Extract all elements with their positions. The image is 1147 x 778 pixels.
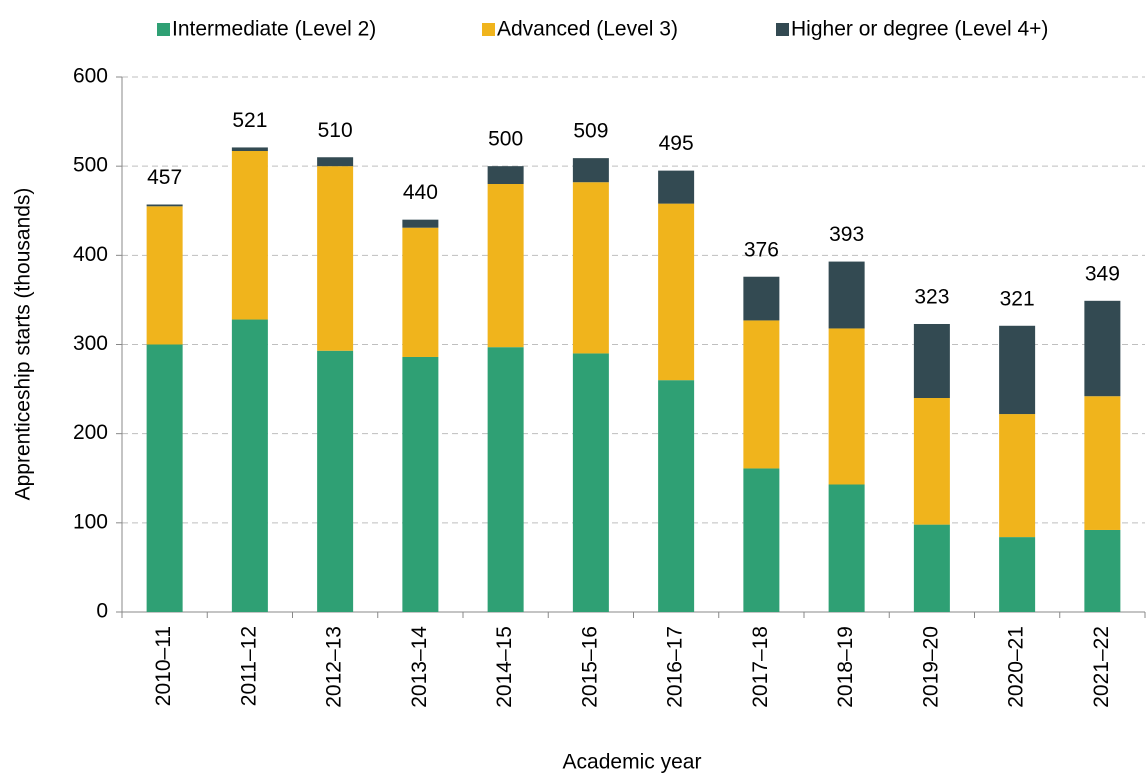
bar-segment (743, 276, 780, 321)
total-label: 393 (829, 223, 864, 246)
x-tick-label: 2011–12 (237, 626, 260, 706)
x-tick-label: 2012–13 (323, 626, 346, 708)
x-tick-label: 2016–17 (664, 626, 687, 708)
x-axis-title: Academic year (563, 751, 702, 774)
y-tick-label: 0 (96, 600, 108, 623)
bar-segment (231, 147, 268, 152)
bar-segment (317, 350, 354, 612)
y-tick-label: 400 (73, 243, 108, 266)
bar-segment (146, 206, 183, 345)
bar-segment (231, 151, 268, 320)
total-label: 457 (147, 166, 182, 189)
total-label: 509 (573, 120, 608, 143)
x-tick-label: 2019–20 (919, 626, 942, 708)
total-label: 440 (403, 181, 438, 204)
total-label: 495 (659, 132, 694, 155)
bar-segment (1084, 529, 1121, 612)
y-tick-label: 200 (73, 421, 108, 444)
bar-segment (913, 323, 950, 398)
legend-label: Intermediate (Level 2) (172, 18, 376, 41)
bar-segment (402, 356, 439, 612)
bar-segment (1084, 396, 1121, 530)
x-tick-label: 2021–22 (1090, 626, 1113, 708)
bar-segment (402, 227, 439, 357)
bar-segment (146, 344, 183, 612)
bar-segment (572, 353, 609, 612)
total-label: 321 (1000, 287, 1035, 310)
bar-segment (572, 158, 609, 183)
bar-segment (231, 319, 268, 612)
bar-segment (828, 261, 865, 329)
bar-segment (743, 320, 780, 469)
total-label: 323 (914, 286, 949, 309)
bar-segment (658, 380, 695, 612)
bar-segment (572, 182, 609, 354)
bar-segment (402, 219, 439, 228)
bar-segment (913, 524, 950, 612)
bar-segment (317, 157, 354, 167)
bar-segment (1084, 300, 1121, 397)
x-tick-label: 2017–18 (749, 626, 772, 708)
y-axis-title: Apprenticeship starts (thousands) (12, 188, 35, 501)
x-tick-label: 2013–14 (408, 626, 431, 708)
legend-swatch (482, 23, 495, 36)
x-tick-label: 2015–16 (578, 626, 601, 708)
bar-segment (487, 166, 524, 184)
legend-label: Higher or degree (Level 4+) (791, 18, 1048, 41)
bar-segment (658, 203, 695, 381)
y-tick-label: 600 (73, 65, 108, 88)
bar-segment (317, 166, 354, 351)
bar-segment (146, 204, 183, 207)
bar-segment (487, 347, 524, 612)
bar-segment (999, 414, 1036, 538)
bar-segment (487, 184, 524, 348)
x-tick-label: 2010–11 (152, 626, 175, 706)
total-label: 510 (318, 119, 353, 142)
x-tick-label: 2014–15 (493, 626, 516, 708)
bar-segment (743, 468, 780, 612)
total-label: 376 (744, 238, 779, 261)
legend-swatch (157, 23, 170, 36)
y-tick-label: 100 (73, 510, 108, 533)
x-tick-label: 2018–19 (834, 626, 857, 708)
bar-segment (828, 328, 865, 485)
total-label: 500 (488, 128, 523, 151)
bar-segment (999, 325, 1036, 415)
legend-label: Advanced (Level 3) (497, 18, 678, 41)
x-tick-label: 2020–21 (1005, 626, 1028, 708)
y-tick-label: 500 (73, 154, 108, 177)
bar-segment (658, 170, 695, 204)
legend-swatch (776, 23, 789, 36)
bar-segment (828, 484, 865, 612)
y-tick-label: 300 (73, 332, 108, 355)
bar-segment (913, 398, 950, 525)
total-label: 521 (232, 109, 267, 132)
total-label: 349 (1085, 262, 1120, 285)
bar-segment (999, 537, 1036, 612)
